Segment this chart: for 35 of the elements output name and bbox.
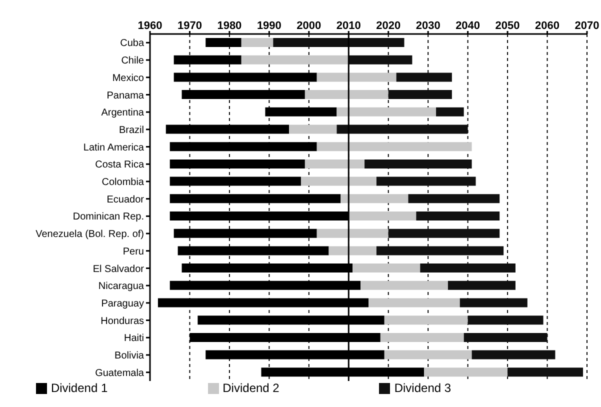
y-tick-label: Panama — [106, 90, 144, 102]
y-tick-label: Honduras — [100, 316, 144, 327]
y-tick-label: Colombia — [102, 177, 144, 188]
x-tick-label: 1970 — [177, 20, 202, 32]
x-tick-label: 2030 — [416, 20, 440, 32]
y-tick-label: Peru — [122, 246, 144, 258]
x-tick-label: 1980 — [217, 20, 242, 32]
y-tick-label: Latin America — [83, 142, 144, 154]
y-tick-label: Venezuela (Bol. Rep. of) — [36, 229, 144, 240]
y-tick-label: Mexico — [112, 72, 144, 84]
x-tick-label: 2010 — [336, 20, 361, 32]
x-tick-label: 1990 — [256, 20, 282, 32]
legend-label: Dividend 2 — [222, 381, 280, 395]
x-tick-label: 2000 — [296, 20, 322, 32]
x-tick-label: 2050 — [495, 20, 520, 32]
x-tick-label: 2060 — [535, 20, 560, 32]
x-tick-label: 1960 — [138, 20, 162, 32]
x-tick-label: 2040 — [456, 20, 480, 32]
legend-label: Dividend 1 — [50, 381, 108, 395]
y-tick-label: Bolivia — [114, 350, 144, 362]
y-tick-label: Brazil — [118, 124, 144, 136]
x-tick-label: 2070 — [574, 20, 600, 32]
y-tick-label: Costa Rica — [95, 160, 144, 171]
legend-label: Dividend 3 — [394, 381, 452, 395]
x-tick-label: 2020 — [376, 20, 401, 32]
y-tick-label: Dominican Rep. — [72, 212, 144, 223]
y-tick-label: Chile — [121, 56, 144, 67]
y-tick-label: Nicaragua — [98, 281, 144, 292]
y-tick-label: Ecuador — [106, 194, 145, 206]
y-tick-label: Guatemala — [95, 368, 144, 379]
y-tick-label: Cuba — [120, 38, 144, 50]
y-tick-label: El Salvador — [92, 264, 145, 275]
y-tick-label: Paraguay — [101, 298, 144, 310]
y-tick-label: Haiti — [124, 333, 144, 344]
y-tick-label: Argentina — [101, 108, 144, 119]
